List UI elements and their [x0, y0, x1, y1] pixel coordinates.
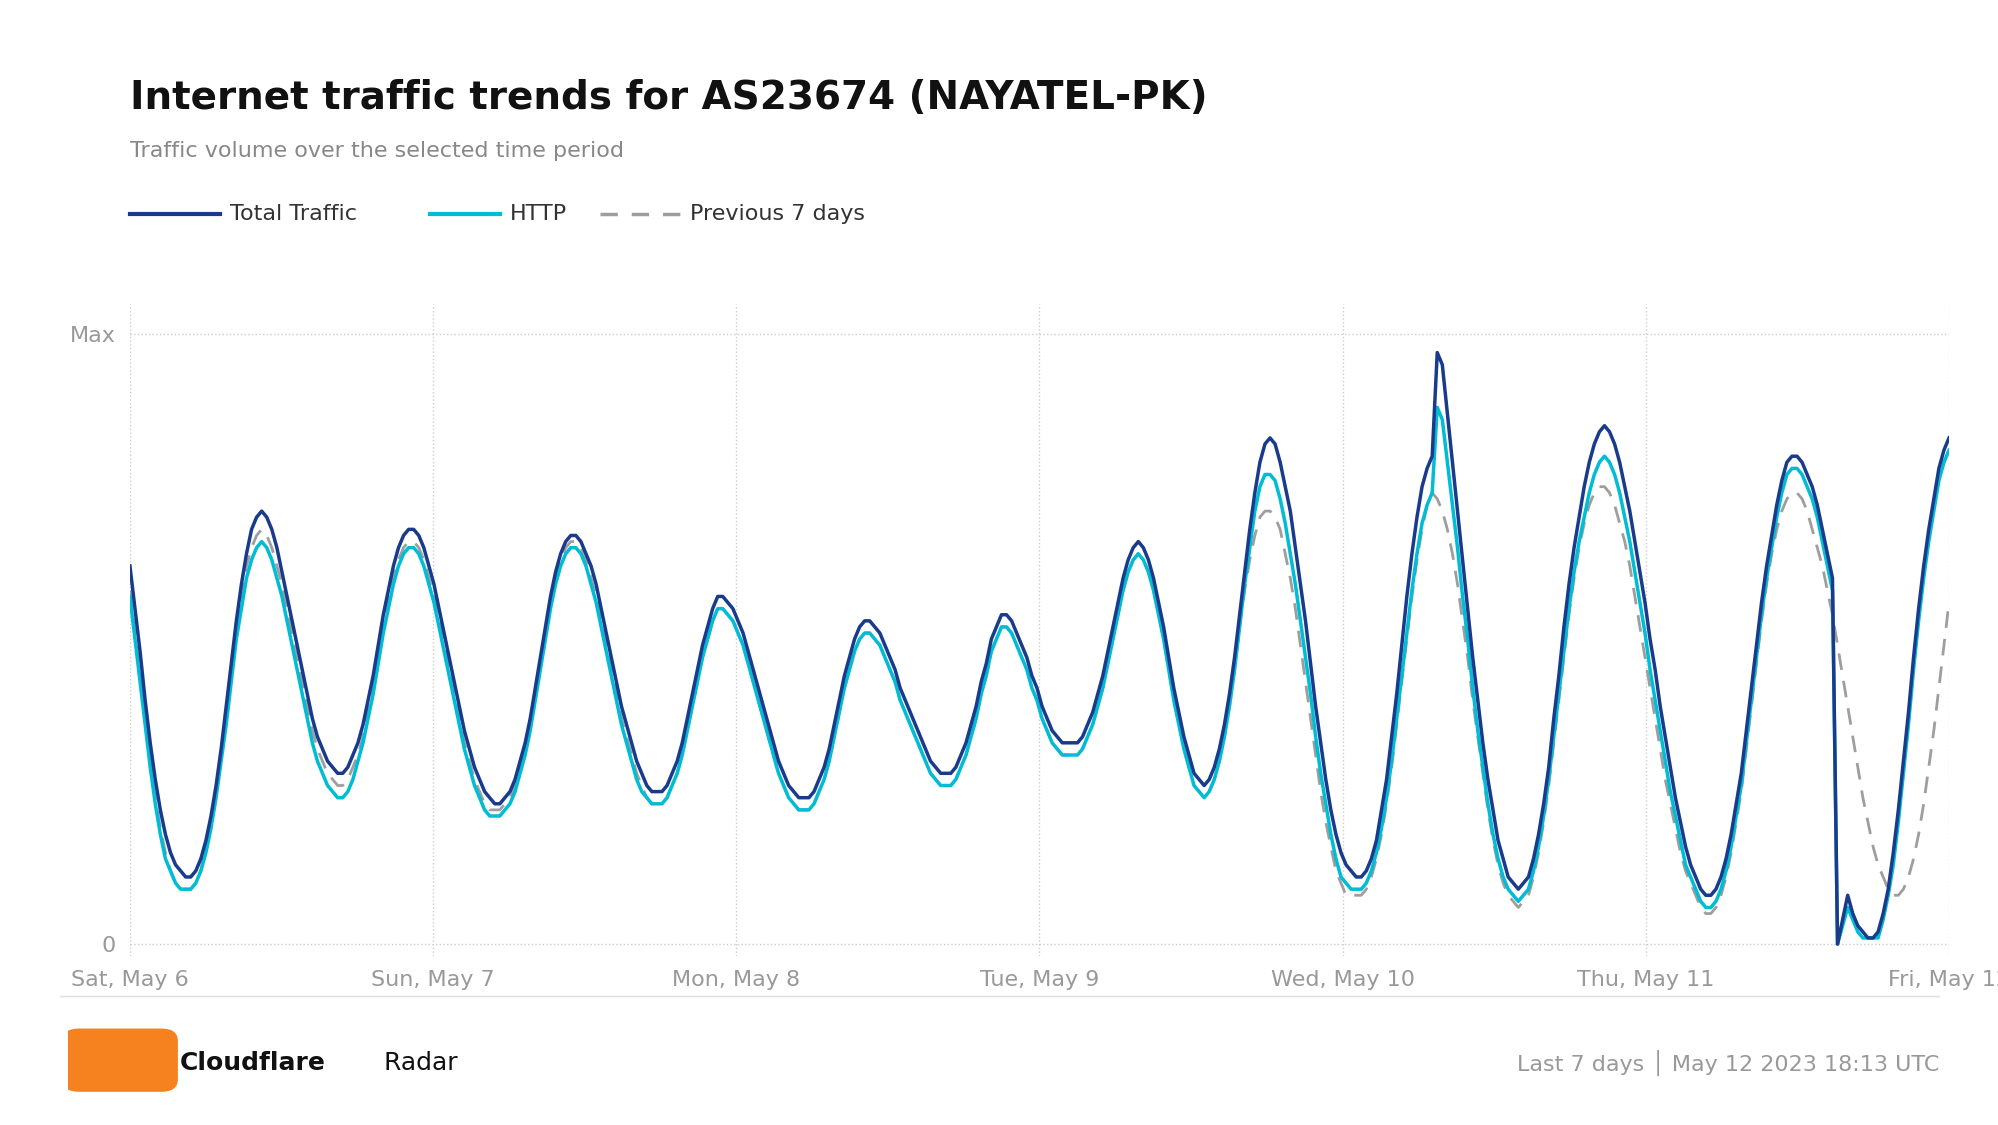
Text: Last 7 days │ May 12 2023 18:13 UTC: Last 7 days │ May 12 2023 18:13 UTC: [1516, 1050, 1938, 1077]
Circle shape: [82, 1030, 130, 1069]
FancyBboxPatch shape: [62, 1028, 178, 1091]
Text: HTTP: HTTP: [509, 204, 567, 224]
Text: Traffic volume over the selected time period: Traffic volume over the selected time pe…: [130, 141, 623, 161]
Text: Radar: Radar: [376, 1051, 458, 1076]
Text: Previous 7 days: Previous 7 days: [689, 204, 865, 224]
Text: Cloudflare: Cloudflare: [180, 1051, 326, 1076]
Circle shape: [114, 1030, 154, 1061]
Text: Total Traffic: Total Traffic: [230, 204, 358, 224]
Text: Internet traffic trends for AS23674 (NAYATEL-PK): Internet traffic trends for AS23674 (NAY…: [130, 79, 1207, 117]
